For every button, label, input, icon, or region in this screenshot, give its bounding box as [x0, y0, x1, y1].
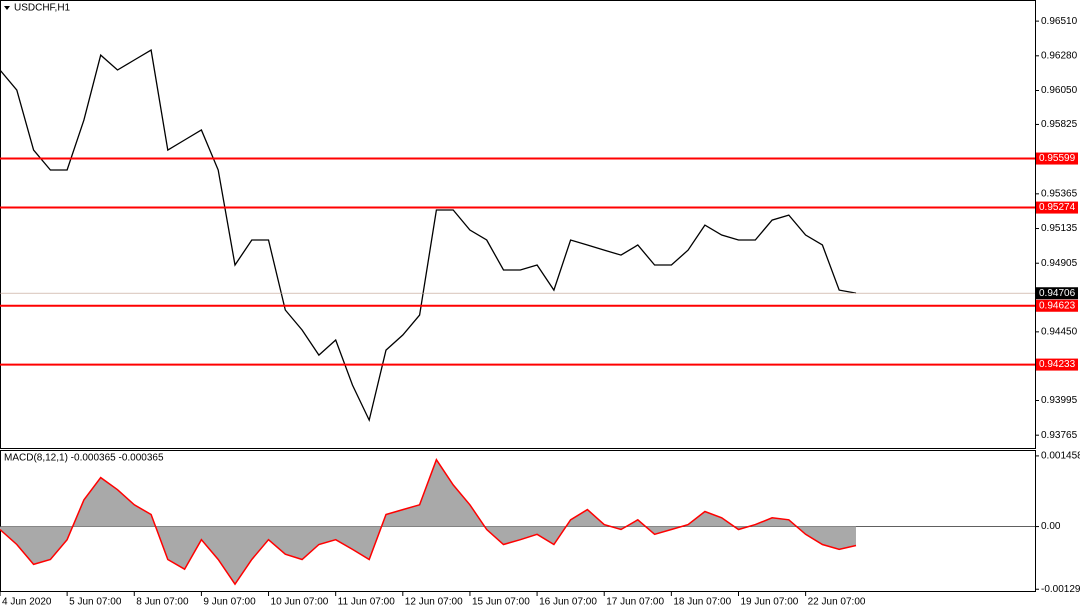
y-tick-label: 0.00	[1041, 521, 1061, 532]
y-tick-label: 0.93765	[1041, 430, 1078, 441]
macd-panel	[0, 450, 1036, 592]
price-line	[0, 49, 857, 423]
y-tick-label: 0.95135	[1041, 223, 1078, 234]
level-label-box	[1036, 152, 1078, 165]
x-tick-label: 4 Jun 2020	[2, 597, 52, 608]
level-label: 0.94233	[1039, 359, 1076, 370]
level-label-box	[1036, 299, 1078, 312]
y-tick-label: 0.94450	[1041, 326, 1078, 337]
x-tick-label: 9 Jun 07:00	[203, 597, 256, 608]
x-tick-label: 15 Jun 07:00	[472, 597, 530, 608]
macd-fill	[0, 459, 856, 585]
menu-arrow[interactable]	[4, 6, 10, 10]
level-label: 0.94623	[1039, 300, 1076, 311]
price-panel	[0, 0, 1036, 449]
level-label-box	[1036, 358, 1078, 371]
level-label: 0.95274	[1039, 202, 1076, 213]
x-tick-label: 22 Jun 07:00	[808, 597, 866, 608]
y-tick-label: 0.95825	[1041, 119, 1078, 130]
x-tick-label: 10 Jun 07:00	[271, 597, 329, 608]
x-tick-label: 12 Jun 07:00	[405, 597, 463, 608]
level-label: 0.95599	[1039, 153, 1076, 164]
x-tick-label: 17 Jun 07:00	[606, 597, 664, 608]
x-tick-label: 16 Jun 07:00	[539, 597, 597, 608]
macd-title: MACD(8,12,1) -0.000365 -0.000365	[4, 453, 164, 464]
x-tick-label: 5 Jun 07:00	[69, 597, 122, 608]
current-price-label: 0.94706	[1039, 288, 1076, 299]
y-tick-label: 0.96050	[1041, 85, 1078, 96]
y-tick-label: 0.95365	[1041, 188, 1078, 199]
y-tick-label: -0.001293	[1041, 584, 1080, 595]
y-tick-label: 0.93995	[1041, 395, 1078, 406]
symbol-title: USDCHF,H1	[14, 3, 71, 14]
y-tick-label: 0.001458	[1041, 451, 1080, 462]
x-tick-label: 11 Jun 07:00	[338, 597, 396, 608]
y-tick-label: 0.96510	[1041, 16, 1078, 27]
x-tick-label: 18 Jun 07:00	[673, 597, 731, 608]
y-tick-label: 0.96280	[1041, 50, 1078, 61]
x-tick-label: 8 Jun 07:00	[136, 597, 189, 608]
x-tick-label: 19 Jun 07:00	[740, 597, 798, 608]
level-label-box	[1036, 201, 1078, 214]
current-price-box	[1036, 287, 1078, 300]
macd-line	[0, 458, 857, 586]
y-tick-label: 0.94905	[1041, 258, 1078, 269]
